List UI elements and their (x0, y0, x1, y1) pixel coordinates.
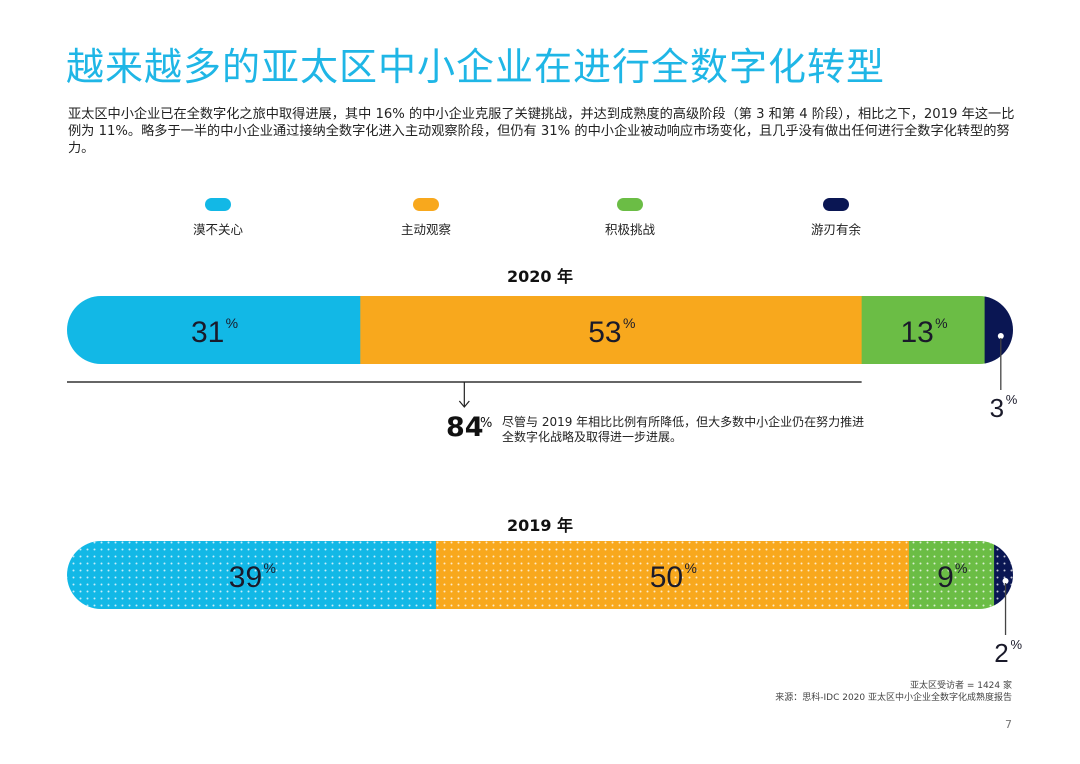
summary-unit: % (480, 416, 493, 431)
data-label: 53 (588, 316, 621, 349)
callout-dot (997, 333, 1004, 339)
legend-label: 游刃有余 (810, 222, 861, 237)
arrow-down-icon (458, 400, 470, 408)
year-label-2019: 2019 年 (506, 516, 574, 535)
bar-segment (984, 296, 1013, 364)
source-note: 来源：思科-IDC 2020 亚太区中小企业全数字化成熟度报告 (775, 693, 1012, 703)
data-label-unit: % (955, 560, 967, 576)
bar-segment-pattern (994, 541, 1013, 609)
legend-label: 积极挑战 (604, 222, 655, 237)
bar-segment (67, 296, 361, 364)
bar-segment-pattern (435, 541, 910, 609)
page-number: 7 (1005, 718, 1012, 731)
summary-text: 尽管与 2019 年相比比例有所降低，但大多数中小企业仍在努力推进全数字化战略及… (502, 415, 865, 444)
data-label-unit: % (935, 315, 947, 331)
bar-1 (67, 541, 1013, 609)
legend-swatch (205, 198, 231, 211)
legend-swatch (413, 198, 439, 211)
legend-item: 积极挑战 (570, 198, 690, 238)
legend-item: 游刃有余 (776, 198, 896, 238)
bar-0 (67, 296, 1013, 364)
bar-segment-pattern (67, 541, 437, 609)
bar-segment-pattern (908, 541, 995, 609)
data-label: 31 (191, 316, 224, 349)
year-label-2020: 2020 年 (506, 267, 574, 286)
data-label: 50 (650, 561, 683, 594)
callout-dot (1002, 578, 1009, 584)
summary-value: 84 (446, 412, 484, 443)
legend-item: 主动观察 (366, 198, 486, 238)
legend-label: 主动观察 (400, 222, 451, 237)
data-label-unit: % (684, 560, 696, 576)
data-label-unit: % (226, 315, 238, 331)
data-label: 9 (937, 561, 954, 594)
bar-segment (861, 296, 986, 364)
page-title: 越来越多的亚太区中小企业在进行全数字化转型 (66, 45, 886, 89)
bar-segment (360, 296, 863, 364)
legend-swatch (823, 198, 849, 211)
data-label-unit: % (263, 560, 275, 576)
legend-swatch (617, 198, 643, 211)
data-label: 13 (900, 316, 933, 349)
data-label-unit: % (1011, 637, 1023, 652)
footer: 亚太区受访者 = 1424 家 来源：思科-IDC 2020 亚太区中小企业全数… (775, 680, 1012, 704)
data-label: 3 (990, 393, 1004, 423)
intro-paragraph: 亚太区中小企业已在全数字化之旅中取得进展，其中 16% 的中小企业克服了关键挑战… (68, 107, 1015, 156)
data-label-unit: % (623, 315, 635, 331)
respondents-note: 亚太区受访者 = 1424 家 (909, 681, 1012, 691)
legend-label: 漠不关心 (192, 222, 243, 237)
legend-item: 漠不关心 (158, 198, 278, 238)
data-label: 39 (229, 561, 262, 594)
data-label-unit: % (1006, 392, 1018, 407)
data-label: 2 (994, 638, 1008, 668)
